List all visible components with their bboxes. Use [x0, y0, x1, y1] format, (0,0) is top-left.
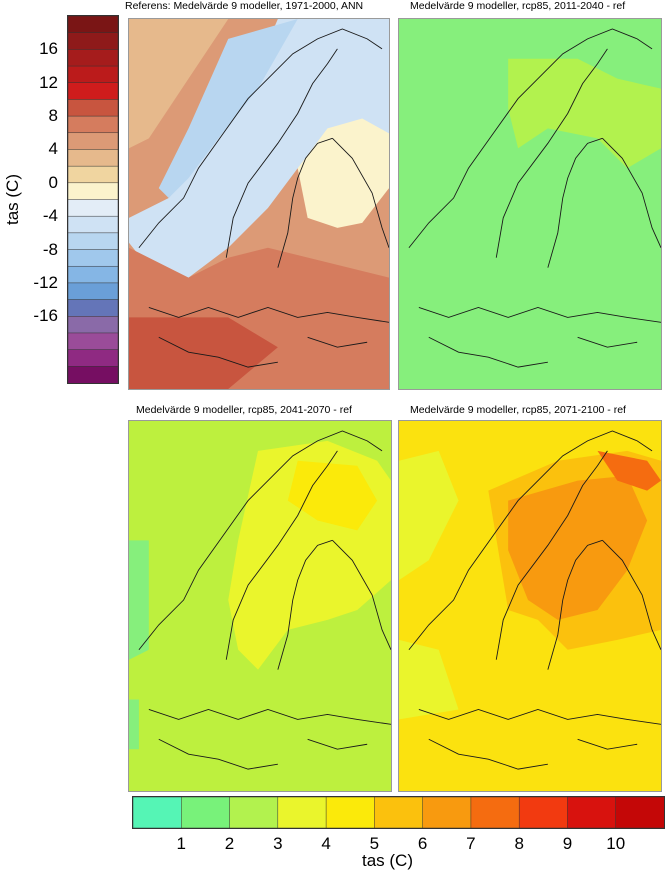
difference-colorbar-label: tas (C) [362, 851, 413, 870]
reference-colorbar-swatch [68, 199, 118, 217]
reference-colorbar-swatch [68, 316, 118, 334]
reference-colorbar-swatch [68, 16, 118, 34]
difference-colorbar-tick-label: 2 [224, 834, 235, 853]
reference-colorbar-swatch [68, 32, 118, 50]
difference-colorbar-swatch [422, 797, 472, 828]
map-panel-2041-2070 [128, 420, 392, 792]
difference-colorbar-swatch [518, 797, 568, 828]
reference-colorbar-tick-label: 12 [39, 72, 58, 92]
reference-colorbar-swatch [68, 49, 118, 67]
difference-colorbar-swatch [229, 797, 279, 828]
difference-colorbar-swatch [133, 797, 182, 828]
reference-colorbar-tick-label: -4 [42, 206, 58, 226]
difference-colorbar-tick-label: 9 [562, 834, 573, 853]
map-2011-2040 [399, 19, 661, 389]
reference-colorbar-tick-label: -12 [33, 272, 58, 292]
reference-colorbar-tick-label: 8 [48, 106, 58, 126]
difference-colorbar-swatch [277, 797, 327, 828]
reference-colorbar-tick-label: 16 [39, 39, 58, 59]
reference-colorbar-swatch [68, 299, 118, 317]
map-panel-2011-2040 [398, 18, 662, 390]
difference-colorbar-swatch [374, 797, 424, 828]
difference-colorbar-tick-label: 6 [417, 834, 428, 853]
reference-colorbar-swatch [68, 99, 118, 117]
reference-colorbar-swatch [68, 132, 118, 150]
difference-colorbar-tick-label: 5 [369, 834, 380, 853]
difference-colorbar-tick-label: 1 [176, 834, 186, 853]
difference-colorbar-swatch [567, 797, 617, 828]
map-2041-2070 [129, 421, 391, 791]
reference-colorbar-swatch [68, 232, 118, 251]
reference-colorbar-swatches [68, 16, 118, 383]
difference-colorbar-tick-label: 7 [466, 834, 476, 853]
reference-colorbar-tick-label: -8 [42, 239, 58, 259]
reference-colorbar [67, 15, 119, 384]
reference-colorbar-swatch [68, 366, 118, 383]
panel-title-ref: Referens: Medelvärde 9 modeller, 1971-20… [125, 0, 364, 12]
difference-colorbar [132, 796, 665, 829]
reference-colorbar-swatch [68, 349, 118, 367]
reference-colorbar-swatch [68, 82, 118, 100]
reference-colorbar-swatch [68, 282, 118, 301]
panel-title-2011-2040: Medelvärde 9 modeller, rcp85, 2011-2040 … [410, 0, 626, 12]
map-panel-2071-2100 [398, 420, 662, 792]
reference-colorbar-swatch [68, 249, 118, 267]
reference-colorbar-tick-label: 4 [48, 139, 58, 159]
map-reference [129, 19, 389, 389]
reference-colorbar-swatch [68, 215, 118, 234]
reference-colorbar-swatch [68, 149, 118, 167]
difference-colorbar-tick-label: 3 [273, 834, 283, 853]
reference-colorbar-swatch [68, 65, 118, 84]
reference-colorbar-swatch [68, 182, 118, 201]
difference-colorbar-swatch [181, 797, 231, 828]
panel-title-2041-2070: Medelvärde 9 modeller, rcp85, 2041-2070 … [136, 404, 352, 416]
reference-colorbar-swatch [68, 265, 118, 284]
difference-colorbar-swatch [325, 797, 375, 828]
reference-colorbar-tick-label: 0 [48, 172, 58, 192]
reference-colorbar-tick-label: -16 [33, 306, 58, 326]
panel-title-2071-2100: Medelvärde 9 modeller, rcp85, 2071-2100 … [410, 404, 626, 416]
difference-colorbar-swatch [615, 797, 664, 828]
map-2071-2100 [399, 421, 661, 791]
reference-colorbar-swatch [68, 332, 118, 351]
reference-colorbar-swatch [68, 165, 118, 184]
map-panel-reference [128, 18, 390, 390]
difference-colorbar-tick-label: 8 [514, 834, 524, 853]
difference-colorbar-swatches [133, 797, 664, 828]
difference-colorbar-swatch [470, 797, 520, 828]
reference-colorbar-label: tas (C) [3, 174, 22, 225]
reference-colorbar-swatch [68, 115, 118, 134]
difference-colorbar-tick-label: 10 [606, 834, 626, 853]
difference-colorbar-tick-label: 4 [321, 834, 331, 853]
